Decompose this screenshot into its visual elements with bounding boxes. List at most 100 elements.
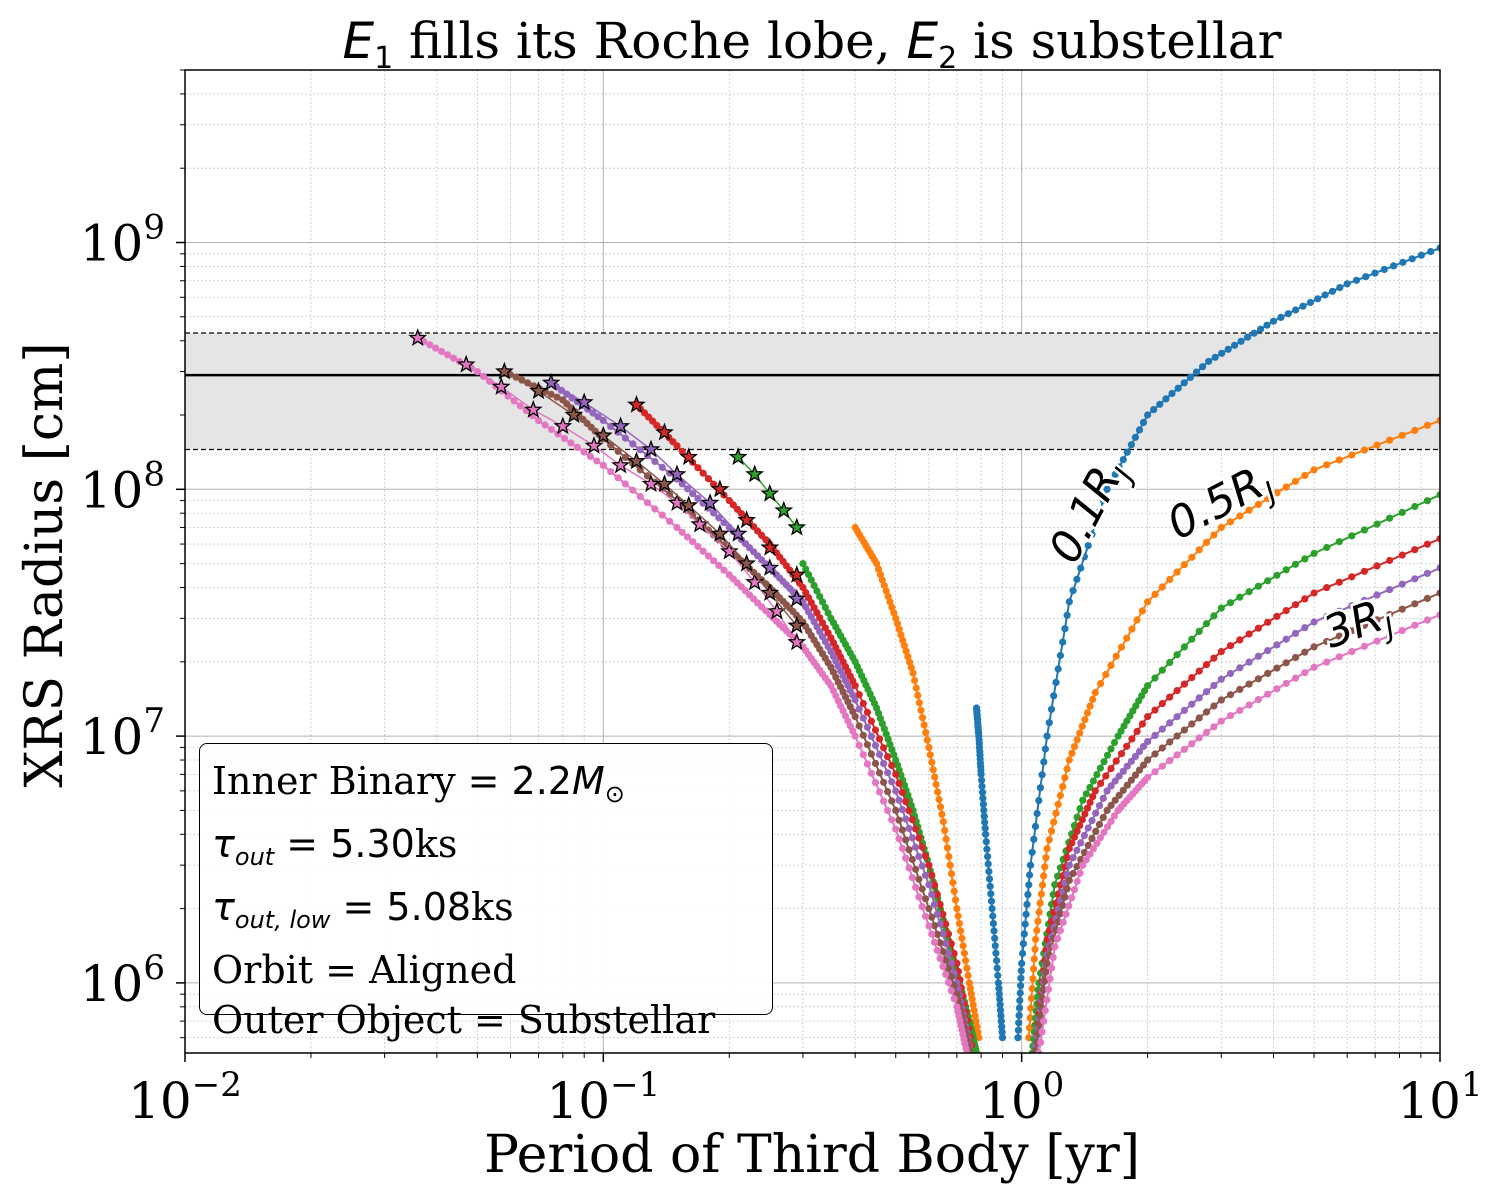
data-point [683,485,692,493]
data-point [1127,776,1135,784]
data-point [1115,791,1123,799]
data-point [939,910,947,918]
data-point [1068,749,1076,757]
data-point [689,490,697,498]
curve-label: 0.1RJ [1039,451,1140,574]
data-point [1417,251,1425,259]
data-point [1373,591,1381,599]
data-point [813,587,821,595]
star-marker [626,451,646,470]
data-point [930,881,939,889]
data-point [1032,935,1040,944]
data-point [651,457,659,466]
data-point [1102,772,1110,780]
data-point [880,760,888,768]
data-point [1043,996,1051,1004]
data-point [1423,616,1431,624]
data-point [939,818,948,826]
data-point [1022,910,1030,918]
data-point [898,826,907,834]
data-point [1254,624,1262,632]
data-point [949,878,957,887]
data-point [1158,744,1166,752]
data-point [993,957,1001,965]
data-point [1144,738,1152,746]
data-point [859,751,867,759]
data-point [921,912,930,920]
data-point [969,1001,977,1009]
data-point [1264,577,1272,585]
data-point [1031,822,1040,831]
data-point [614,474,622,482]
star-marker-series [626,394,807,583]
data-point [1398,580,1406,588]
data-point [1269,317,1278,325]
data-point [1343,280,1351,288]
data-point [871,759,880,768]
data-point [1050,818,1058,826]
data-point [1158,725,1166,733]
star-marker [728,447,748,466]
data-point [1254,696,1262,704]
data-point [1277,313,1285,321]
data-point [1328,287,1337,295]
data-point [863,723,872,731]
data-point [1144,773,1152,782]
data-point [567,439,575,447]
data-point [922,728,930,737]
data-point [974,1028,982,1036]
series-3R-J [414,334,1440,1053]
data-point [1086,850,1094,858]
data-point [1151,706,1159,714]
data-point [1019,949,1027,958]
data-point [1063,885,1071,893]
data-point [1408,255,1416,263]
data-point [1188,553,1196,561]
data-point [1065,861,1073,869]
data-point [925,881,933,889]
data-point [594,413,602,421]
data-point [982,830,990,838]
data-point [1026,1014,1034,1022]
data-point [1119,786,1127,794]
data-point [1336,284,1344,292]
data-point [1236,685,1244,694]
data-point [1076,869,1084,877]
data-point [658,463,666,471]
data-point [985,867,993,876]
data-point [918,843,926,851]
data-point [1411,502,1419,511]
data-point [1092,809,1100,817]
data-point [1321,291,1329,299]
y-tick-label: 106 [80,948,165,1013]
data-point [1091,787,1099,795]
data-point [884,788,892,796]
data-point [1310,589,1318,597]
data-point [807,576,815,584]
data-point [1427,248,1435,256]
data-point [658,511,666,519]
data-point [1188,635,1196,643]
data-point [1348,627,1356,635]
data-point [636,466,644,474]
data-point [1038,881,1047,889]
data-point [888,816,896,824]
data-point [1284,310,1292,318]
data-point [871,741,880,750]
data-point [951,896,960,904]
data-point [1436,564,1440,572]
data-point [1054,935,1062,943]
data-point [928,890,936,899]
data-point [945,852,953,861]
data-point [1037,1038,1045,1046]
data-point [1030,955,1038,963]
data-point [1373,520,1381,528]
data-point [1282,635,1290,643]
data-point [1069,869,1077,878]
data-point [884,806,892,815]
data-point [880,778,888,786]
data-point [1042,854,1050,862]
data-point [1073,575,1081,583]
data-point [1123,634,1131,642]
data-point [1301,648,1309,656]
